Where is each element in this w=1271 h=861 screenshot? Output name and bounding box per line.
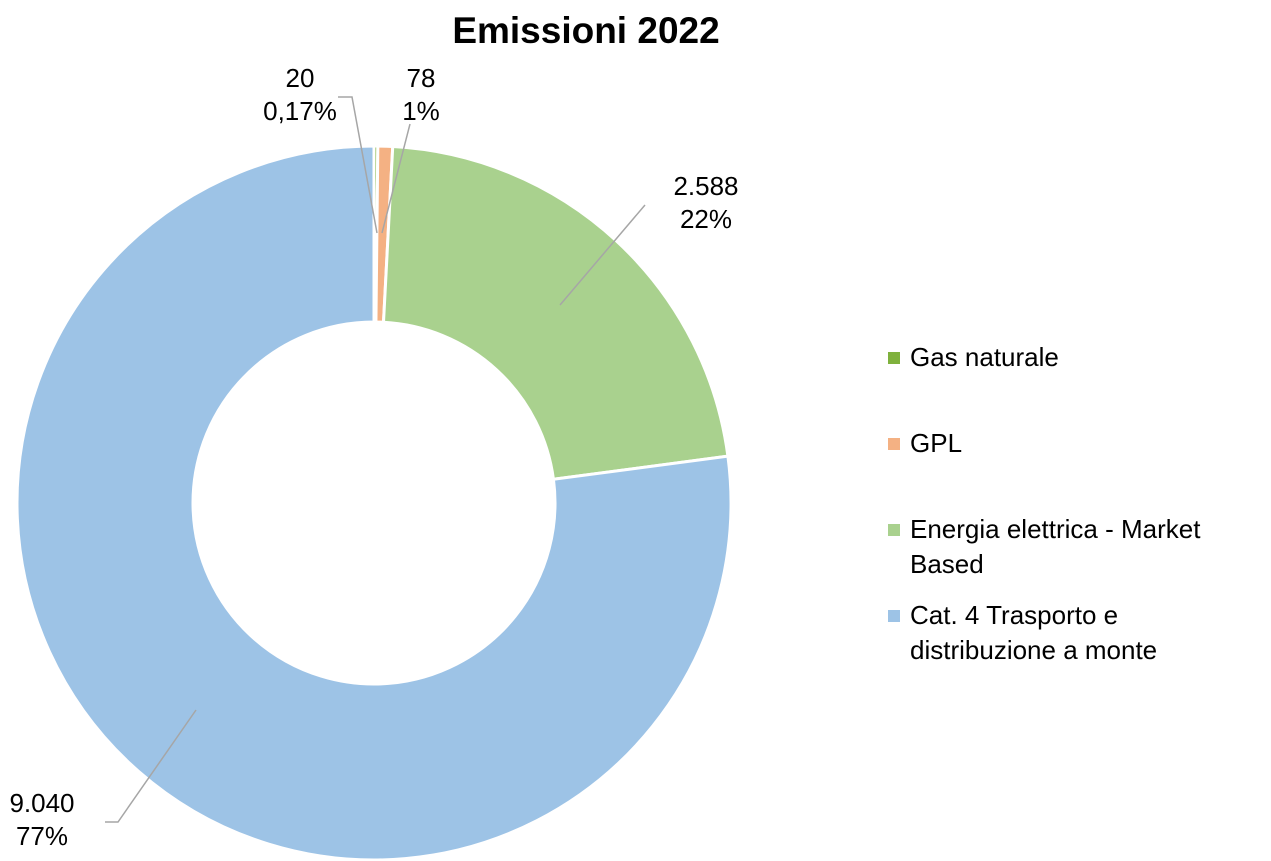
legend-item: Cat. 4 Trasporto e distribuzione a monte bbox=[888, 598, 1250, 668]
chart-title: Emissioni 2022 bbox=[452, 10, 719, 51]
legend-swatch bbox=[888, 438, 900, 450]
legend-swatch bbox=[888, 352, 900, 364]
legend-swatch bbox=[888, 524, 900, 536]
legend-label: Energia elettrica - Market Based bbox=[910, 514, 1201, 579]
legend-item: GPL bbox=[888, 426, 1250, 461]
leader-line bbox=[105, 709, 197, 823]
legend-label: GPL bbox=[910, 428, 963, 458]
legend-swatch bbox=[888, 610, 900, 622]
legend-item: Energia elettrica - Market Based bbox=[888, 512, 1250, 582]
percent-label: 0,17% bbox=[263, 96, 337, 126]
percent-label: 22% bbox=[680, 204, 732, 234]
data-label: 2.588 bbox=[673, 171, 738, 201]
legend-label: Cat. 4 Trasporto e distribuzione a monte bbox=[910, 600, 1158, 665]
data-label: 78 bbox=[407, 63, 436, 93]
legend-label: Gas naturale bbox=[910, 342, 1059, 372]
leader-line bbox=[338, 96, 378, 234]
data-label: 20 bbox=[286, 63, 315, 93]
leader-line bbox=[381, 123, 411, 234]
percent-label: 1% bbox=[402, 96, 440, 126]
donut-slice bbox=[381, 144, 730, 481]
data-label: 9.040 bbox=[9, 788, 74, 818]
legend: Gas naturale GPL Energia elettrica - Marke… bbox=[888, 340, 1268, 684]
percent-label: 77% bbox=[16, 821, 68, 851]
donut-slice bbox=[15, 144, 733, 861]
leader-line bbox=[559, 204, 646, 306]
legend-item: Gas naturale bbox=[888, 340, 1250, 375]
